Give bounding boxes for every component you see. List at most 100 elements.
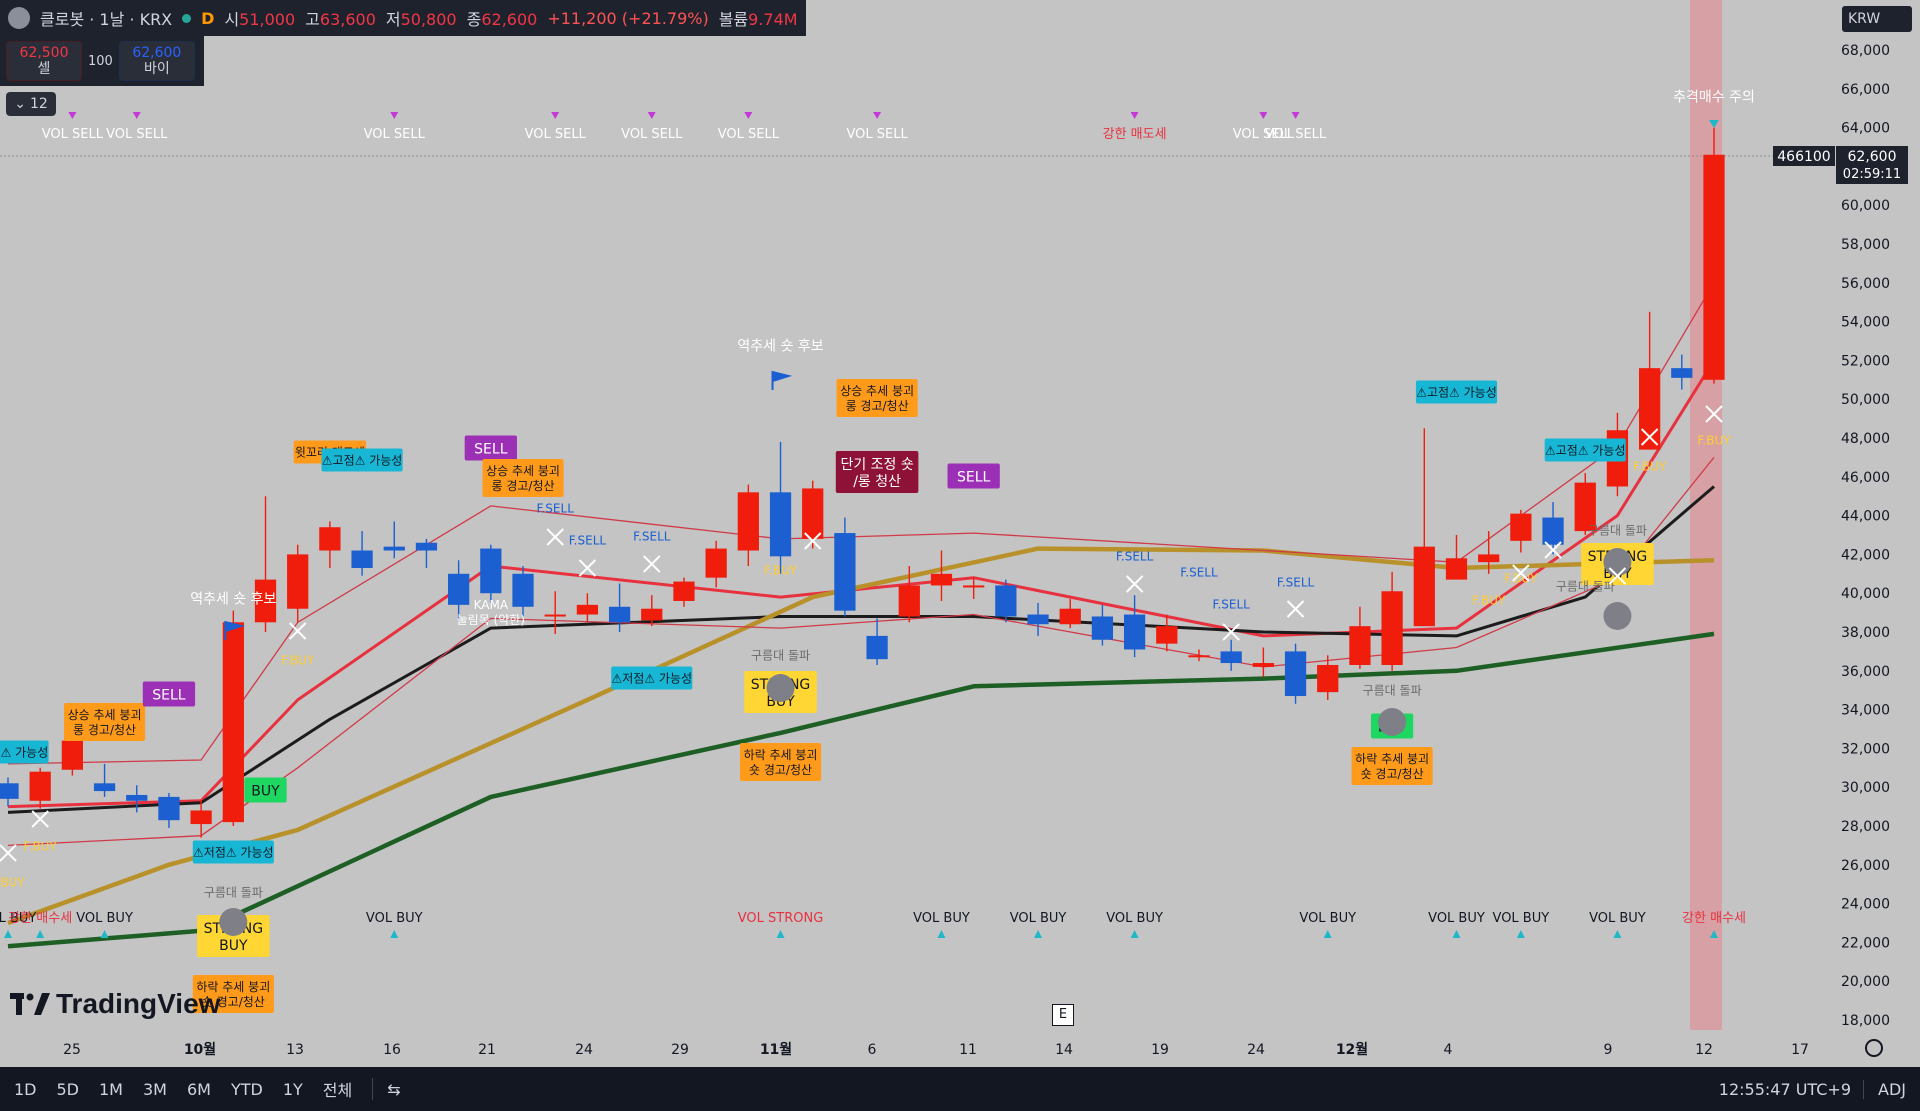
callout-box — [835, 451, 919, 493]
tf-3m[interactable]: 3M — [142, 1079, 167, 1099]
buy-button[interactable]: 62,600 바이 — [118, 41, 195, 81]
callout-text: F.BUY — [764, 564, 798, 578]
tf-1d[interactable]: 1D — [14, 1079, 37, 1099]
tf-ytd[interactable]: YTD — [230, 1079, 263, 1099]
time-tick-label: 29 — [671, 1042, 689, 1058]
vol-sell-label: VOL SELL — [1265, 127, 1327, 142]
vol-buy-label: VOL BUY — [0, 911, 36, 926]
earnings-badge[interactable]: E — [1052, 1004, 1074, 1026]
annotations: VOL SELL VOL SELL VOL SELL VOL SELL VOL SELL… — [0, 90, 1755, 1013]
callout-text: 하락 추세 붕괴 — [744, 748, 818, 762]
tf-all[interactable]: 전체 — [322, 1081, 353, 1100]
callout-box — [192, 840, 274, 864]
close-label: 종 — [466, 10, 482, 29]
vol-sell-marker — [551, 112, 560, 119]
vol-buy-label: VOL BUY — [1493, 911, 1550, 926]
candle-body — [1381, 591, 1403, 665]
time-tick-label: 6 — [868, 1042, 877, 1058]
callout-text: F.SELL — [1277, 576, 1315, 590]
callout-box — [64, 703, 146, 741]
callout-text: 역추세 숏 후보 — [190, 592, 276, 608]
volume-label: 볼륨 — [718, 10, 749, 29]
tf-1y[interactable]: 1Y — [282, 1079, 303, 1099]
callout-text: ⚠고점⚠ 가능성 — [1416, 386, 1497, 400]
candle-body — [1156, 626, 1178, 644]
callout-text: 구름대 돌파 — [1363, 684, 1422, 698]
candle-body — [1284, 651, 1307, 697]
cross-marker — [1286, 600, 1305, 618]
signal-callout: F.SELL — [569, 534, 607, 548]
candle-body — [769, 492, 792, 557]
chevron-down-icon: ⌄ — [14, 96, 26, 112]
vol-buy-label: VOL BUY — [913, 911, 970, 926]
callout-text: 구름대 돌파 — [1588, 524, 1647, 538]
sell-button[interactable]: 62,500 셀 — [6, 41, 82, 81]
candle-body — [995, 585, 1017, 617]
symbol-header[interactable]: 클로봇 · 1날 · KRX D 시51,000 고63,600 저50,800… — [0, 0, 806, 36]
signal-callout: F.BUY — [24, 840, 58, 854]
currency-selector[interactable]: KRW — [1842, 6, 1912, 32]
settings-gear-icon[interactable] — [1865, 1039, 1883, 1057]
candle-body — [190, 810, 212, 825]
time-tick-label: 19 — [1151, 1042, 1169, 1058]
signal-callout: F.SELL — [1212, 598, 1250, 612]
bottom-toolbar: 1D 5D 1M 3M 6M YTD 1Y 전체 ⇆ 12:55:47 UTC+… — [0, 1067, 1920, 1111]
vol-sell-marker — [390, 112, 399, 119]
clock[interactable]: 12:55:47 UTC+9 — [1718, 1079, 1852, 1099]
time-tick-label: 25 — [63, 1042, 81, 1058]
cross-marker — [1512, 564, 1530, 582]
signal-callout: F.SELL — [1116, 550, 1154, 564]
tf-6m[interactable]: 6M — [186, 1079, 211, 1099]
price-tick-label: 52,000 — [1841, 353, 1890, 369]
volume-value: 9.74M — [748, 10, 798, 29]
cross-marker — [1640, 428, 1659, 446]
callout-text: F.SELL — [1180, 566, 1218, 580]
adj-toggle[interactable]: ADJ — [1863, 1079, 1906, 1099]
last-price-text: 62,600 — [1848, 149, 1897, 165]
order-quantity[interactable]: 100 — [88, 53, 113, 69]
axes: 68,00066,00064,00062,00060,00058,00056,0… — [63, 43, 1908, 1058]
time-tick-label: 16 — [383, 1042, 401, 1058]
symbol-title[interactable]: 클로봇 · 1날 · KRX — [40, 10, 173, 29]
callout-text: ⚠고점⚠ 가능성 — [322, 454, 403, 468]
callout-text: ⚠고점⚠ 가능성 — [1545, 444, 1626, 458]
tf-1m[interactable]: 1M — [99, 1079, 123, 1099]
candle-body — [61, 740, 83, 770]
signal-callout: F.BUY — [0, 876, 25, 890]
vol-buy-marker — [1613, 930, 1622, 938]
callout-text: BUY — [219, 938, 248, 954]
callout-text: ⚠저점⚠ 가능성 — [193, 846, 274, 860]
open-value: 51,000 — [239, 10, 296, 29]
vol-buy-label: VOL STRONG — [738, 911, 824, 926]
date-range-icon[interactable]: ⇆ — [387, 1079, 401, 1099]
last-price-tag — [1836, 146, 1908, 184]
tf-5d[interactable]: 5D — [56, 1079, 80, 1099]
candle-body — [930, 573, 953, 586]
callout-text: SELL — [957, 470, 991, 486]
open-label: 시 — [224, 10, 240, 29]
cross-marker — [804, 532, 822, 550]
signal-callout: 상승 추세 붕괴롱 경고/청산 — [482, 459, 564, 497]
indicator-collapse-button[interactable]: ⌄ 12 — [6, 92, 56, 116]
ohlc-open: 시51,000 — [224, 6, 295, 30]
tradingview-logo[interactable]: TradingView — [10, 988, 220, 1020]
callout-box — [739, 743, 822, 781]
circle-marker — [1378, 708, 1407, 736]
vol-buy-label: VOL BUY — [1299, 911, 1356, 926]
price-tick-label: 26,000 — [1841, 858, 1890, 874]
candle-body — [480, 548, 502, 594]
candle-body — [1059, 608, 1081, 625]
vol-buy-marker — [390, 930, 399, 938]
signal-callout: 구름대 돌파 — [204, 886, 263, 900]
callout-box — [1415, 380, 1498, 404]
volume: 볼륨9.74M — [719, 6, 798, 30]
callout-box — [836, 379, 918, 417]
candle-body — [1703, 154, 1725, 380]
vol-sell-marker — [744, 112, 753, 119]
callout-text: 상승 추세 붕괴 — [486, 464, 560, 478]
price-tick-label: 30,000 — [1841, 780, 1890, 796]
callout-box — [1544, 438, 1626, 462]
callout-box — [244, 777, 287, 803]
callout-text: F.BUY — [1504, 572, 1538, 586]
